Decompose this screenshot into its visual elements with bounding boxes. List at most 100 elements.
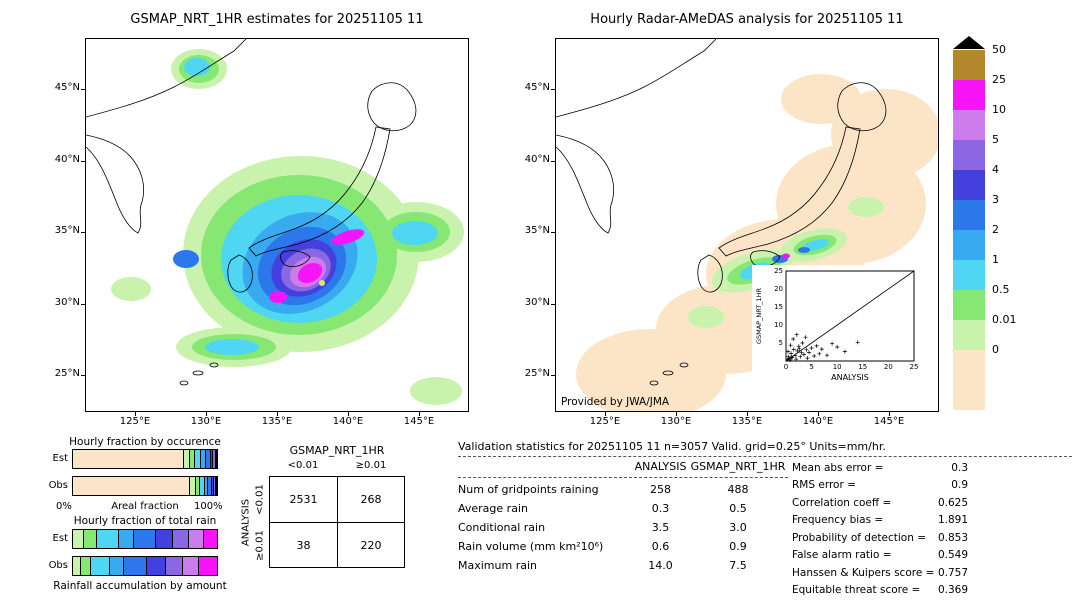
validation-analysis-value: 14.0 bbox=[648, 559, 673, 572]
data-credit: Provided by JWA/JMA bbox=[561, 396, 670, 408]
validation-gsmap-value: 0.9 bbox=[729, 540, 747, 553]
score-row: Probability of detection = 0.853 bbox=[792, 529, 968, 547]
total-rain-obs-label: Obs bbox=[48, 560, 68, 571]
contingency-cell-hit: 220 bbox=[337, 522, 404, 567]
validation-row-label: Maximum rain bbox=[458, 559, 537, 572]
lat-tick-mark bbox=[551, 375, 556, 376]
lat-tick-mark bbox=[81, 375, 86, 376]
areal-axis-max: 100% bbox=[194, 501, 223, 512]
validation-header-analysis: ANALYSIS bbox=[634, 460, 687, 473]
lon-tick-mark bbox=[605, 411, 606, 416]
contingency-cell-false-alarm: 268 bbox=[337, 477, 404, 522]
inset-scatter-points bbox=[785, 332, 860, 362]
validation-row: Maximum rain 14.0 7.5 bbox=[458, 556, 788, 575]
bar-segment bbox=[73, 477, 190, 495]
lat-tick-mark bbox=[551, 232, 556, 233]
right-map-title: Hourly Radar-AMeDAS analysis for 2025110… bbox=[590, 12, 904, 27]
lat-tick-label: 45°N bbox=[54, 82, 80, 93]
validation-gsmap-value: 3.0 bbox=[729, 521, 747, 534]
bar-segment bbox=[212, 450, 215, 468]
bar-segment bbox=[204, 450, 210, 468]
score-value: 0.757 bbox=[937, 566, 968, 579]
bar-segment bbox=[211, 477, 214, 495]
validation-title: Validation statistics for 20251105 11 n=… bbox=[458, 440, 886, 453]
lon-tick-label: 125°E bbox=[589, 416, 621, 427]
lon-tick-label: 125°E bbox=[119, 416, 151, 427]
validation-row-label: Conditional rain bbox=[458, 521, 546, 534]
lon-tick-label: 135°E bbox=[261, 416, 293, 427]
score-row: Mean abs error = 0.3 bbox=[792, 459, 968, 477]
validation-analysis-value: 0.6 bbox=[651, 540, 670, 553]
score-row: Correlation coeff = 0.625 bbox=[792, 494, 968, 512]
inset-plot-svg bbox=[785, 270, 915, 362]
score-row: Frequency bias = 1.891 bbox=[792, 512, 968, 530]
bar-segment bbox=[214, 450, 217, 468]
inset-x-tick: 0 bbox=[783, 363, 789, 371]
lon-tick-label: 130°E bbox=[660, 416, 692, 427]
bar-segment bbox=[198, 477, 204, 495]
lon-tick-label: 140°E bbox=[332, 416, 364, 427]
score-row: False alarm ratio = 0.549 bbox=[792, 547, 968, 565]
colorbar-block bbox=[953, 350, 985, 410]
colorbar-block bbox=[953, 200, 985, 230]
inset-x-tick: 10 bbox=[832, 363, 842, 371]
contingency-row-label-1: <0.01 bbox=[254, 484, 266, 515]
score-value: 0.9 bbox=[951, 479, 968, 492]
validation-analysis-value: 0.3 bbox=[651, 502, 670, 515]
colorbar-label: 0 bbox=[992, 343, 999, 356]
lat-tick-label: 40°N bbox=[524, 154, 550, 165]
colorbar-label: 10 bbox=[992, 103, 1006, 116]
contingency-cell-miss: 38 bbox=[270, 522, 337, 567]
contingency-table: 2531 268 38 220 bbox=[269, 476, 405, 568]
lat-tick-mark bbox=[551, 89, 556, 90]
japan-coastline bbox=[86, 39, 417, 386]
validation-gsmap-value: 7.5 bbox=[729, 559, 747, 572]
score-label: Correlation coeff = bbox=[792, 496, 892, 509]
score-value: 0.853 bbox=[937, 531, 968, 544]
colorbar-label: 1 bbox=[992, 253, 999, 266]
bar-segment bbox=[146, 557, 166, 575]
gsmap-estimate-map: 45°N 40°N 35°N 30°N 25°N 125°E 130°E 135°E 140°E… bbox=[55, 38, 469, 427]
lon-tick-label: 130°E bbox=[190, 416, 222, 427]
colorbar-label: 4 bbox=[992, 163, 999, 176]
contingency-col-label-2: ≥0.01 bbox=[355, 460, 387, 471]
bar-segment bbox=[117, 530, 134, 548]
colorbar-overflow-triangle bbox=[953, 36, 985, 49]
bar-segment bbox=[209, 450, 213, 468]
occurrence-est-label: Est bbox=[52, 453, 68, 464]
lon-tick-mark bbox=[277, 411, 278, 416]
score-row: RMS error = 0.9 bbox=[792, 477, 968, 495]
bar-segment bbox=[216, 477, 218, 495]
gsmap-precip-svg bbox=[86, 39, 464, 405]
lat-tick-label: 25°N bbox=[54, 368, 80, 379]
bar-segment bbox=[73, 450, 183, 468]
inset-y-tick: 15 bbox=[774, 303, 783, 311]
divider-top bbox=[458, 456, 1072, 457]
validation-row: Rain volume (mm km²10⁶) 0.6 0.9 bbox=[458, 537, 788, 556]
lon-tick-label: 145°E bbox=[873, 416, 905, 427]
score-label: Probability of detection = bbox=[792, 531, 927, 544]
score-value: 0.3 bbox=[951, 461, 968, 474]
bar-segment bbox=[189, 450, 194, 468]
lon-tick-mark bbox=[206, 411, 207, 416]
occurrence-bar-est bbox=[72, 449, 218, 469]
colorbar-label: 25 bbox=[992, 73, 1006, 86]
occurrence-bar-obs bbox=[72, 476, 218, 496]
validation-analysis-value: 258 bbox=[650, 483, 671, 496]
validation-header-spacer bbox=[458, 460, 633, 473]
lon-tick-mark bbox=[747, 411, 748, 416]
lat-tick-mark bbox=[81, 232, 86, 233]
colorbar-label: 3 bbox=[992, 193, 999, 206]
bar-segment bbox=[195, 477, 199, 495]
score-label: Mean abs error = bbox=[792, 461, 884, 474]
inset-y-tick: 10 bbox=[774, 321, 783, 329]
colorbar-block bbox=[953, 290, 985, 320]
lat-tick-mark bbox=[551, 304, 556, 305]
score-row: Equitable threat score = 0.369 bbox=[792, 582, 968, 600]
total-rain-est-label: Est bbox=[52, 533, 68, 544]
colorbar-label: 50 bbox=[992, 43, 1006, 56]
bar-segment bbox=[133, 530, 156, 548]
total-rain-bar-est bbox=[72, 529, 218, 549]
validation-header-row: ANALYSIS GSMAP_NRT_1HR bbox=[458, 460, 788, 473]
colorbar-block bbox=[953, 260, 985, 290]
